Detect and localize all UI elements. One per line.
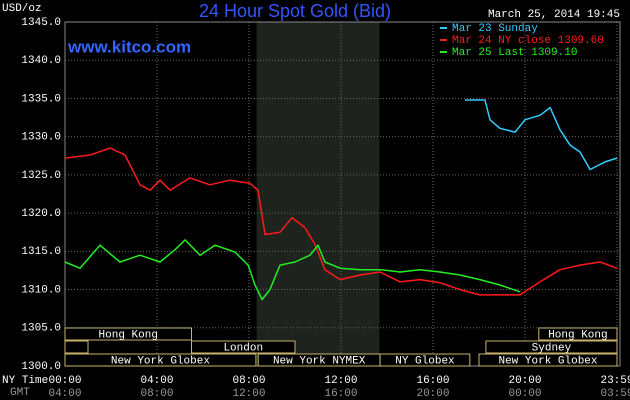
- y-tick-label: 1340.0: [21, 55, 61, 67]
- session-label: Sydney: [532, 342, 572, 354]
- y-tick-label: 1320.0: [21, 208, 61, 220]
- x2-tick-label: 04:00: [48, 388, 81, 400]
- x-tick-label: 20:00: [508, 375, 541, 387]
- legend-label: Mar 25 Last 1309.10: [452, 47, 577, 59]
- x-tick-label: 04:00: [140, 375, 173, 387]
- y-tick-label: 1305.0: [21, 323, 61, 335]
- x-tick-label: 08:00: [232, 375, 265, 387]
- y-tick-label: 1330.0: [21, 132, 61, 144]
- series-line: [64, 147, 618, 296]
- watermark: www.kitco.com: [67, 37, 191, 56]
- session-box: [538, 327, 618, 341]
- y-tick-label: 1315.0: [21, 246, 61, 258]
- unit-label: USD/oz: [2, 3, 42, 15]
- x2-tick-label: 08:00: [140, 388, 173, 400]
- session-box: [478, 353, 618, 367]
- shaded-region: [256, 22, 380, 366]
- y-tick-label: 1310.0: [21, 284, 61, 296]
- x2-tick-label: 16:00: [324, 388, 357, 400]
- legend-label: Mar 24 NY close 1309.60: [452, 35, 604, 47]
- session-label: Hong Kong: [99, 329, 158, 341]
- y-tick-label: 1325.0: [21, 170, 61, 182]
- session-label: Hong Kong: [548, 329, 607, 341]
- x-axis-label: NY Time: [2, 375, 48, 387]
- session-box: [485, 340, 618, 354]
- session-box-blank: [64, 340, 89, 354]
- x-tick-label: 00:00: [48, 375, 81, 387]
- x-tick-label: 16:00: [416, 375, 449, 387]
- shade-layer: [256, 22, 380, 366]
- series-line: [465, 99, 618, 171]
- session-box: [64, 353, 257, 367]
- x-tick-label: 23:59: [600, 375, 630, 387]
- series-line: [64, 239, 521, 301]
- x2-tick-label: 12:00: [232, 388, 265, 400]
- session-label: New York Globex: [498, 355, 597, 367]
- x2-tick-label: 20:00: [416, 388, 449, 400]
- y-tick-label: 1335.0: [21, 93, 61, 105]
- x2-tick-label: 03:59: [600, 388, 630, 400]
- session-box: [191, 340, 296, 354]
- session-box: [64, 327, 192, 341]
- session-label: New York Globex: [111, 355, 210, 367]
- x2-axis-label: GMT: [10, 387, 30, 399]
- x2-tick-label: 00:00: [508, 388, 541, 400]
- chart-title: 24 Hour Spot Gold (Bid): [199, 1, 391, 21]
- line-layer: [64, 99, 618, 301]
- timestamp: March 25, 2014 19:45: [488, 9, 620, 21]
- session-label: New York NYMEX: [273, 355, 366, 367]
- x-tick-label: 12:00: [324, 375, 357, 387]
- y-tick-label: 1345.0: [21, 17, 61, 29]
- session-box: [379, 353, 471, 367]
- y-tick-label: 1300.0: [21, 361, 61, 373]
- legend-label: Mar 23 Sunday: [452, 23, 538, 35]
- session-label: NY Globex: [395, 355, 455, 367]
- session-label: London: [223, 342, 263, 354]
